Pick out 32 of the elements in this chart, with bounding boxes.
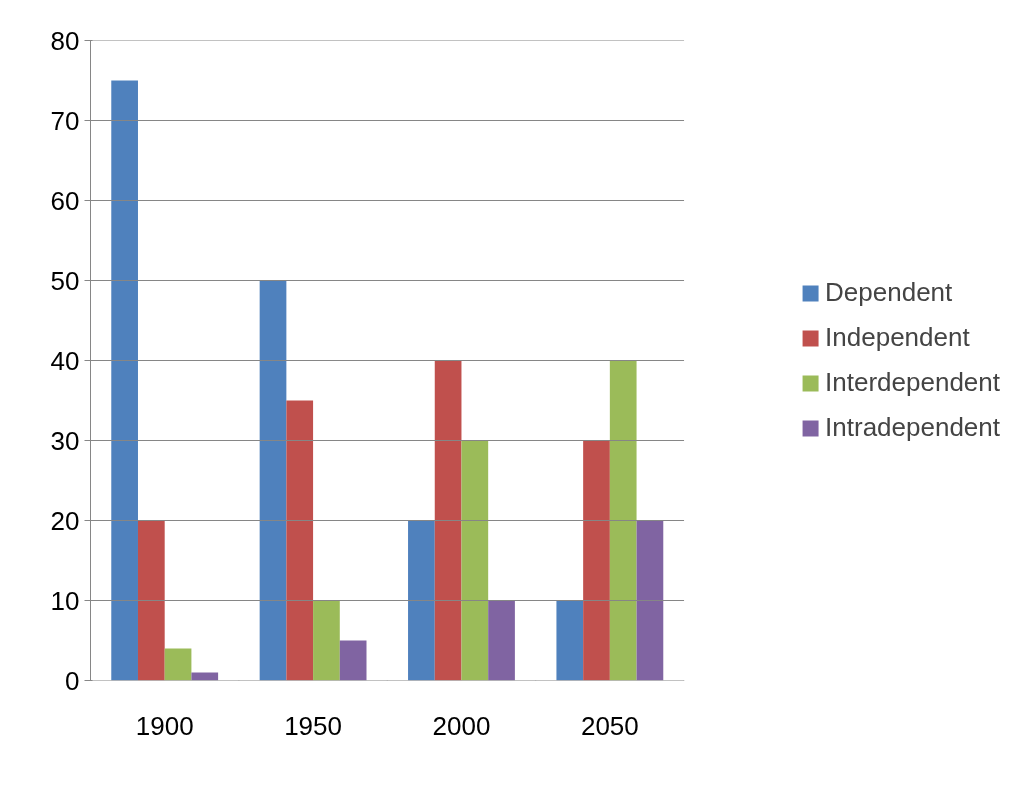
bar (636, 520, 664, 681)
bar (556, 600, 584, 681)
x-tick-label: 1950 (284, 710, 342, 741)
y-tick-label: 40 (50, 345, 80, 376)
x-tick-label: 1900 (135, 710, 194, 741)
legend-label: Interdependent (825, 367, 1000, 398)
y-tick-label: 30 (50, 425, 80, 456)
y-tick-label: 60 (50, 185, 80, 216)
bar (339, 640, 367, 681)
bar (583, 440, 610, 681)
y-tick-label: 10 (50, 585, 80, 616)
y-tick-label: 50 (50, 265, 80, 296)
y-tick-label: 80 (50, 25, 80, 56)
bar (408, 520, 435, 681)
legend-label: Independent (825, 322, 970, 353)
legend-label: Dependent (825, 277, 953, 308)
x-tick-label: 2050 (580, 710, 639, 741)
y-tick-label: 20 (50, 505, 80, 536)
bar (111, 80, 138, 681)
bar (434, 360, 462, 681)
bar (286, 400, 314, 681)
bar (137, 520, 165, 681)
y-tick-label: 70 (50, 105, 80, 136)
x-tick-label: 2000 (432, 710, 491, 741)
bar (313, 600, 340, 681)
legend-label: Intradependent (825, 412, 1000, 443)
bar (259, 280, 287, 681)
bar (488, 600, 515, 681)
bar (609, 360, 637, 681)
bar (164, 648, 192, 681)
y-tick-label: 0 (65, 665, 80, 696)
bar (461, 440, 489, 681)
